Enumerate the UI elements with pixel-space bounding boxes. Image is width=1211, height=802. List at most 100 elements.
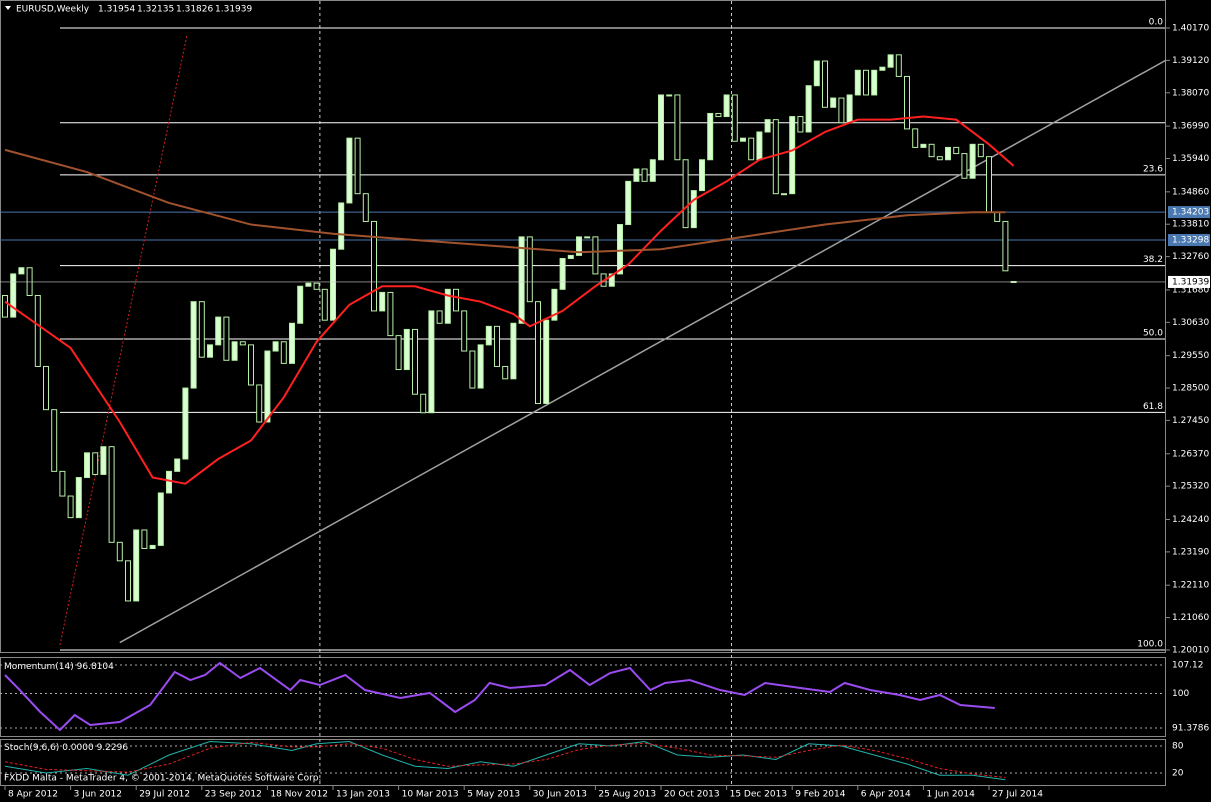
y-tick-label: 1.30630 <box>1172 318 1209 328</box>
x-tick-label: 8 Apr 2012 <box>8 790 58 800</box>
level-label: 1.33298 <box>1172 236 1209 246</box>
candle-body <box>658 94 664 161</box>
x-tick-label: 3 Jun 2012 <box>74 790 122 800</box>
candle-body <box>559 257 566 290</box>
candle-body <box>994 211 1001 222</box>
candle-body <box>986 156 992 213</box>
candle-body <box>174 458 181 472</box>
y-tick-label: 1.31680 <box>1172 285 1209 295</box>
x-tick-label: 10 Mar 2013 <box>402 790 459 800</box>
candle-body <box>362 193 369 222</box>
candle-body <box>84 452 90 479</box>
candle-body <box>182 387 189 460</box>
candle-body <box>190 301 197 389</box>
level-box <box>1168 206 1210 219</box>
y-tick-label: 100 <box>1172 689 1189 699</box>
candle-body <box>125 560 131 602</box>
y-tick-label: 1.25320 <box>1172 482 1209 492</box>
candle-body <box>510 322 517 380</box>
y-tick-label: 107.12 <box>1172 661 1204 671</box>
y-tick-label: 1.40170 <box>1172 24 1209 34</box>
indicator-value: 0.0000 <box>62 743 94 753</box>
candle-body <box>297 285 304 324</box>
y-tick-label: 1.26370 <box>1172 449 1209 459</box>
candle-body <box>141 529 148 549</box>
candle-body <box>625 180 632 226</box>
x-tick-label: 29 Jul 2012 <box>139 790 190 800</box>
candle-body <box>969 143 976 179</box>
level-box <box>1168 234 1210 247</box>
fib-label: 100.0 <box>1137 639 1163 649</box>
candle-body <box>10 273 17 318</box>
candle-body <box>608 273 615 287</box>
candle-body <box>67 495 74 519</box>
candle-body <box>289 322 295 364</box>
candle-body <box>920 143 927 148</box>
candle-body <box>75 477 82 519</box>
y-tick-label: 1.24240 <box>1172 515 1209 525</box>
candle-body <box>764 119 771 133</box>
candle-body <box>854 69 861 96</box>
candle-body <box>494 325 500 367</box>
candle-body <box>2 294 8 318</box>
y-tick-label: 1.29550 <box>1172 351 1209 361</box>
y-tick-label: 1.22110 <box>1172 581 1209 591</box>
candle-body <box>198 301 205 358</box>
candle-body <box>977 143 984 158</box>
stoch-title: Stoch(9,6,6) 0.0000 9.2296 <box>4 743 128 753</box>
x-tick-label: 6 Apr 2014 <box>861 790 911 800</box>
candle-body <box>945 146 951 161</box>
candle-body <box>403 328 410 371</box>
y-tick-label: 80 <box>1172 742 1184 752</box>
candle-body <box>699 159 705 192</box>
momentum-panel <box>0 657 1166 737</box>
momentum-title: Momentum(14) 96.8104 <box>4 662 114 672</box>
menu-arrow[interactable] <box>5 6 11 10</box>
x-tick-label: 5 May 2013 <box>467 790 520 800</box>
candle-body <box>518 236 525 324</box>
y-tick-label: 1.23190 <box>1172 547 1209 557</box>
ohlc-value: 1.31939 <box>215 5 252 15</box>
ohlc-value: 1.31826 <box>176 5 213 15</box>
symbol-title: EURUSD,Weekly <box>16 5 90 15</box>
candle-body <box>477 344 484 389</box>
candle-body <box>756 131 763 161</box>
y-tick-label: 1.32760 <box>1172 252 1209 262</box>
candle-body <box>649 159 656 182</box>
y-tick-label: 20 <box>1172 769 1184 779</box>
candle-body <box>264 350 271 423</box>
fib-label: 50.0 <box>1143 329 1163 339</box>
indicator-value: 9.2296 <box>97 743 129 753</box>
candle-body <box>256 384 263 423</box>
candle-body <box>59 470 66 497</box>
fib-label: 61.8 <box>1143 402 1163 412</box>
candle-body <box>863 69 869 96</box>
y-tick-label: 1.38070 <box>1172 88 1209 98</box>
y-tick-label: 1.20010 <box>1172 645 1209 655</box>
momentum-line <box>4 661 995 732</box>
indicator-name: Stoch(9,6,6) <box>4 743 59 753</box>
fib-label: 38.2 <box>1143 255 1163 265</box>
candle-body <box>321 288 328 321</box>
candle-body <box>928 143 935 158</box>
stoch-line <box>4 741 1006 778</box>
candle-body <box>469 350 476 389</box>
candle-body <box>412 328 418 395</box>
candle-body <box>879 66 886 71</box>
candle-body <box>936 156 943 161</box>
candle-body <box>1002 220 1009 272</box>
candle-body <box>108 446 115 543</box>
candle-body <box>444 288 451 324</box>
fib-label: 23.6 <box>1143 164 1163 174</box>
x-tick-label: 30 Jun 2013 <box>533 790 587 800</box>
candle-body <box>723 94 730 118</box>
candle-body <box>846 94 853 124</box>
candle-body <box>215 316 222 346</box>
candle-body <box>157 492 164 546</box>
candle-body <box>100 446 107 475</box>
candle-body <box>436 310 443 324</box>
candle-body <box>453 288 459 312</box>
candle-body <box>772 119 779 195</box>
candle-body <box>633 168 640 182</box>
